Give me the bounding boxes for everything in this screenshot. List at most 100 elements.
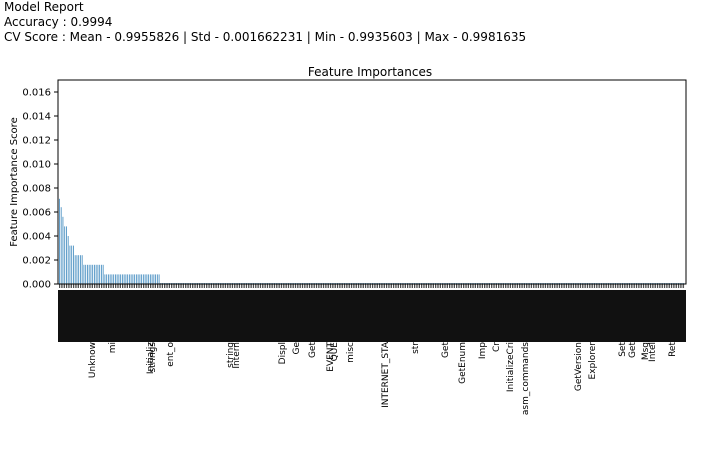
x-tick-label: Get bbox=[308, 342, 318, 359]
feature-bar bbox=[107, 274, 109, 284]
feature-bar bbox=[116, 274, 118, 284]
feature-bar bbox=[149, 274, 151, 284]
feature-bar bbox=[99, 264, 101, 284]
feature-bar bbox=[59, 198, 60, 284]
feature-bar bbox=[120, 274, 122, 284]
feature-bar bbox=[156, 274, 158, 284]
x-tick-label: mi bbox=[108, 342, 118, 353]
x-tick-label: Initializ bbox=[146, 342, 156, 374]
feature-bar bbox=[62, 216, 64, 284]
y-tick-label: 0.006 bbox=[22, 208, 51, 219]
x-tick-label: misc bbox=[346, 342, 356, 363]
feature-bar bbox=[74, 255, 76, 284]
x-tick-label: Set bbox=[618, 342, 628, 357]
x-tick-label: Msg bbox=[641, 342, 651, 360]
feature-bar bbox=[93, 264, 95, 284]
plot-frame bbox=[57, 79, 687, 285]
feature-bar bbox=[78, 255, 80, 284]
y-tick-label: 0.016 bbox=[22, 88, 51, 99]
model-report: Model Report Accuracy : 0.9994 CV Score … bbox=[4, 0, 526, 45]
x-tick-label: Get bbox=[628, 342, 638, 359]
feature-bar bbox=[155, 274, 157, 284]
feature-bar bbox=[114, 274, 116, 284]
feature-bar bbox=[141, 274, 143, 284]
feature-bar bbox=[69, 245, 71, 284]
feature-bar bbox=[106, 274, 108, 284]
accuracy-line: Accuracy : 0.9994 bbox=[4, 15, 113, 29]
x-tick-label: Intern bbox=[232, 342, 242, 369]
y-axis-label: Feature Importance Score bbox=[9, 117, 20, 246]
feature-bar bbox=[127, 274, 129, 284]
x-tick-label: EVENT bbox=[326, 342, 336, 372]
feature-bar bbox=[153, 274, 155, 284]
feature-bar bbox=[113, 274, 115, 284]
feature-bar bbox=[88, 264, 90, 284]
feature-bar bbox=[65, 226, 67, 284]
feature-bar bbox=[125, 274, 127, 284]
feature-bar bbox=[118, 274, 120, 284]
y-tick-label: 0.002 bbox=[22, 256, 51, 267]
feature-bar bbox=[144, 274, 146, 284]
feature-importance-chart: Feature Importances Feature Importance S… bbox=[9, 65, 687, 415]
x-tick-label: str bbox=[411, 342, 421, 354]
feature-bar bbox=[137, 274, 139, 284]
x-tick-label: QUE bbox=[330, 342, 340, 362]
feature-bar bbox=[72, 245, 74, 284]
feature-bar bbox=[148, 274, 150, 284]
feature-bar bbox=[83, 264, 85, 284]
feature-bar bbox=[100, 264, 102, 284]
y-tick-label: 0.004 bbox=[22, 232, 51, 243]
feature-bar bbox=[97, 264, 99, 284]
feature-bar bbox=[71, 245, 73, 284]
feature-bar bbox=[111, 274, 113, 284]
feature-bar bbox=[60, 207, 62, 284]
feature-bar bbox=[81, 255, 83, 284]
feature-bar bbox=[123, 274, 125, 284]
x-tick-label: InitializeCri bbox=[506, 342, 516, 392]
x-tick-label: string bbox=[226, 342, 236, 368]
x-tick-label: Get bbox=[441, 342, 451, 359]
feature-bar bbox=[76, 255, 78, 284]
feature-bar bbox=[142, 274, 144, 284]
feature-bar bbox=[92, 264, 94, 284]
x-tick-label: Explorer bbox=[588, 342, 598, 380]
x-tick-label: INTERNET_STA bbox=[381, 341, 391, 408]
feature-bar bbox=[67, 236, 69, 284]
x-tick-label: Unknow bbox=[88, 342, 98, 378]
feature-bar bbox=[151, 274, 153, 284]
overlapping-x-labels-block bbox=[58, 290, 686, 342]
feature-bar bbox=[79, 255, 81, 284]
y-tick-label: 0.008 bbox=[22, 184, 51, 195]
x-tick-label: ent_o bbox=[166, 342, 176, 367]
x-tick-label: Ge bbox=[292, 342, 302, 355]
feature-bar bbox=[109, 274, 111, 284]
feature-bar bbox=[86, 264, 88, 284]
feature-bar bbox=[121, 274, 123, 284]
x-tick-label: strings bbox=[148, 342, 158, 373]
feature-bar bbox=[139, 274, 141, 284]
feature-bar bbox=[146, 274, 148, 284]
cv-score-line: CV Score : Mean - 0.9955826 | Std - 0.00… bbox=[4, 30, 527, 44]
x-tick-label: GetEnum bbox=[458, 342, 468, 384]
feature-bar bbox=[135, 274, 137, 284]
feature-bar bbox=[64, 226, 66, 284]
feature-bar bbox=[158, 274, 160, 284]
feature-bar bbox=[95, 264, 97, 284]
feature-bar bbox=[102, 264, 104, 284]
y-tick-label: 0.010 bbox=[22, 160, 51, 171]
feature-bar bbox=[134, 274, 136, 284]
y-tick-label: 0.012 bbox=[22, 136, 51, 147]
x-tick-label: asm_commands bbox=[521, 342, 531, 415]
feature-bar bbox=[128, 274, 130, 284]
feature-bar bbox=[85, 264, 87, 284]
chart-title: Feature Importances bbox=[308, 65, 432, 79]
x-tick-label: Cr bbox=[492, 342, 502, 352]
feature-bar bbox=[130, 274, 132, 284]
x-tick-label: Ret bbox=[668, 342, 678, 357]
report-heading: Model Report bbox=[4, 0, 84, 14]
y-tick-label: 0.000 bbox=[22, 280, 51, 291]
feature-bar bbox=[132, 274, 134, 284]
x-tick-label: Intel bbox=[648, 342, 658, 362]
feature-bar bbox=[104, 274, 106, 284]
x-tick-label: Displ bbox=[278, 342, 288, 364]
